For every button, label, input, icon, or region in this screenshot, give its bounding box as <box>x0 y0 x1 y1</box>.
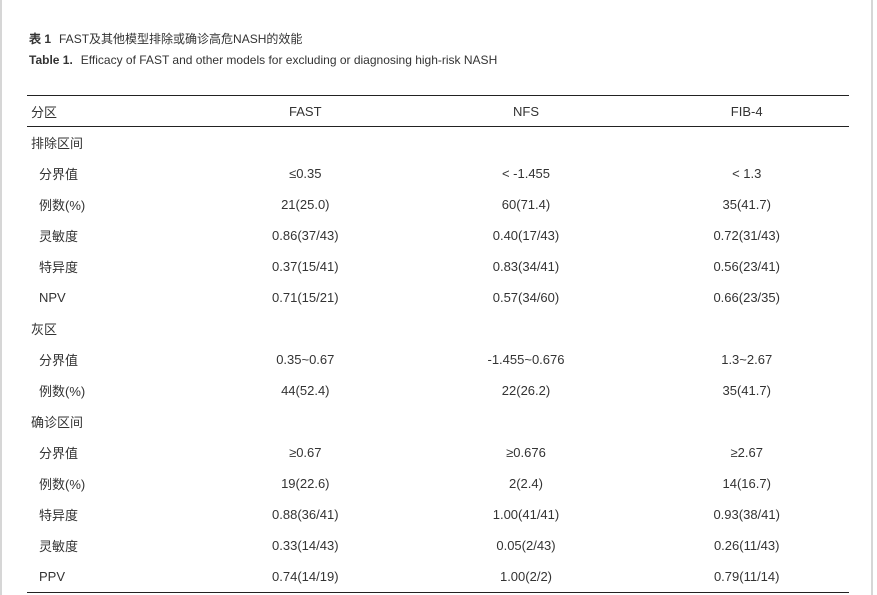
table-row: NPV 0.71(15/21) 0.57(34/60) 0.66(23/35) <box>27 282 849 313</box>
section-row: 灰区 <box>27 313 849 344</box>
row-label: 灰区 <box>31 322 58 337</box>
cell-fib4: 0.79(11/14) <box>713 569 780 584</box>
row-label: 灵敏度 <box>39 229 79 244</box>
cell-fast: 0.71(15/21) <box>272 290 339 305</box>
row-label: 分界值 <box>39 353 79 368</box>
row-label: 例数(%) <box>39 198 86 213</box>
cell-fib4: ≥2.67 <box>730 445 763 460</box>
cell-fast <box>203 313 408 344</box>
cell-fast: ≤0.35 <box>289 166 322 181</box>
caption-text: FAST及其他模型排除或确诊高危NASH的效能 <box>59 32 303 46</box>
cell-fib4: 35(41.7) <box>722 197 771 212</box>
table-row: 分界值 ≤0.35 < -1.455 < 1.3 <box>27 158 849 189</box>
table-row: 分界值 0.35~0.67 -1.455~0.676 1.3~2.67 <box>27 344 849 375</box>
cell-fast <box>203 127 408 159</box>
row-label: 灵敏度 <box>39 539 79 554</box>
cell-fast: 0.88(36/41) <box>272 507 339 522</box>
cell-nfs: -1.455~0.676 <box>487 352 565 367</box>
cell-fast: ≥0.67 <box>289 445 322 460</box>
cell-fib4 <box>644 313 849 344</box>
cell-fast: 44(52.4) <box>281 383 330 398</box>
cell-nfs: 0.57(34/60) <box>492 290 560 305</box>
table-header-row: 分区 FAST NFS FIB-4 <box>27 95 849 127</box>
row-label: 排除区间 <box>31 136 84 151</box>
table-row: 特异度 0.88(36/41) 1.00(41/41) 0.93(38/41) <box>27 499 849 530</box>
cell-fib4 <box>644 406 849 437</box>
table-row: 灵敏度 0.33(14/43) 0.05(2/43) 0.26(11/43) <box>27 530 849 561</box>
row-label: PPV <box>39 569 66 584</box>
header-fast: FAST <box>289 103 322 119</box>
cell-fast: 19(22.6) <box>281 476 330 491</box>
row-label: 确诊区间 <box>31 415 84 430</box>
row-label: 分界值 <box>39 446 79 461</box>
cell-fib4: 0.26(11/43) <box>713 538 780 553</box>
cell-nfs: 0.83(34/41) <box>492 259 560 274</box>
cell-fast: 0.35~0.67 <box>276 352 335 367</box>
table-row: 特异度 0.37(15/41) 0.83(34/41) 0.56(23/41) <box>27 251 849 282</box>
cell-fast: 0.37(15/41) <box>272 259 339 274</box>
cell-nfs <box>408 127 645 159</box>
table-row: 灵敏度 0.86(37/43) 0.40(17/43) 0.72(31/43) <box>27 220 849 251</box>
cell-fib4: 35(41.7) <box>722 383 771 398</box>
cell-fast: 21(25.0) <box>281 197 330 212</box>
cell-fast: 0.33(14/43) <box>272 538 339 553</box>
caption-label: 表 1 <box>29 32 52 46</box>
table-caption-english: Table 1. Efficacy of FAST and other model… <box>29 53 497 67</box>
cell-fast <box>203 406 408 437</box>
cell-nfs: 1.00(41/41) <box>492 507 560 522</box>
header-zone: 分区 <box>31 104 58 120</box>
row-label: NPV <box>39 290 66 305</box>
table-caption-chinese: 表 1 FAST及其他模型排除或确诊高危NASH的效能 <box>29 30 302 47</box>
cell-nfs: 22(26.2) <box>501 383 551 398</box>
row-label: 特异度 <box>39 260 79 275</box>
cell-fast: 0.74(14/19) <box>272 569 339 584</box>
table-row: 例数(%) 19(22.6) 2(2.4) 14(16.7) <box>27 468 849 499</box>
cell-nfs: 1.00(2/2) <box>499 569 553 584</box>
row-label: 例数(%) <box>39 384 86 399</box>
cell-nfs: < -1.455 <box>501 166 551 181</box>
row-label: 分界值 <box>39 167 79 182</box>
efficacy-table: 分区 FAST NFS FIB-4 排除区间分界值 ≤0.35 < -1.455 < … <box>27 95 849 593</box>
cell-nfs: 0.05(2/43) <box>496 538 556 553</box>
section-row: 排除区间 <box>27 127 849 159</box>
header-fib4: FIB-4 <box>730 103 763 119</box>
cell-fib4: 0.93(38/41) <box>713 507 780 522</box>
cell-nfs: 2(2.4) <box>509 476 543 491</box>
table-row: 分界值 ≥0.67 ≥0.676 ≥2.67 <box>27 437 849 468</box>
section-row: 确诊区间 <box>27 406 849 437</box>
cell-fib4: 0.66(23/35) <box>713 290 780 305</box>
row-label: 例数(%) <box>39 477 86 492</box>
cell-nfs <box>408 313 645 344</box>
cell-fast: 0.86(37/43) <box>272 228 339 243</box>
cell-fib4: 1.3~2.67 <box>721 352 773 367</box>
table-row: 例数(%) 21(25.0) 60(71.4) 35(41.7) <box>27 189 849 220</box>
cell-nfs: 60(71.4) <box>501 197 551 212</box>
header-nfs: NFS <box>512 103 539 119</box>
cell-fib4 <box>644 127 849 159</box>
table-row: PPV 0.74(14/19) 1.00(2/2) 0.79(11/14) <box>27 561 849 593</box>
caption-text: Efficacy of FAST and other models for ex… <box>80 53 498 67</box>
row-label: 特异度 <box>39 508 79 523</box>
table-row: 例数(%) 44(52.4) 22(26.2) 35(41.7) <box>27 375 849 406</box>
cell-nfs: ≥0.676 <box>506 445 546 460</box>
cell-fib4: 0.56(23/41) <box>713 259 780 274</box>
cell-nfs <box>408 406 645 437</box>
cell-fib4: 0.72(31/43) <box>713 228 780 243</box>
caption-label: Table 1. <box>29 53 73 67</box>
cell-fib4: < 1.3 <box>732 166 762 181</box>
cell-fib4: 14(16.7) <box>722 476 771 491</box>
cell-nfs: 0.40(17/43) <box>492 228 560 243</box>
